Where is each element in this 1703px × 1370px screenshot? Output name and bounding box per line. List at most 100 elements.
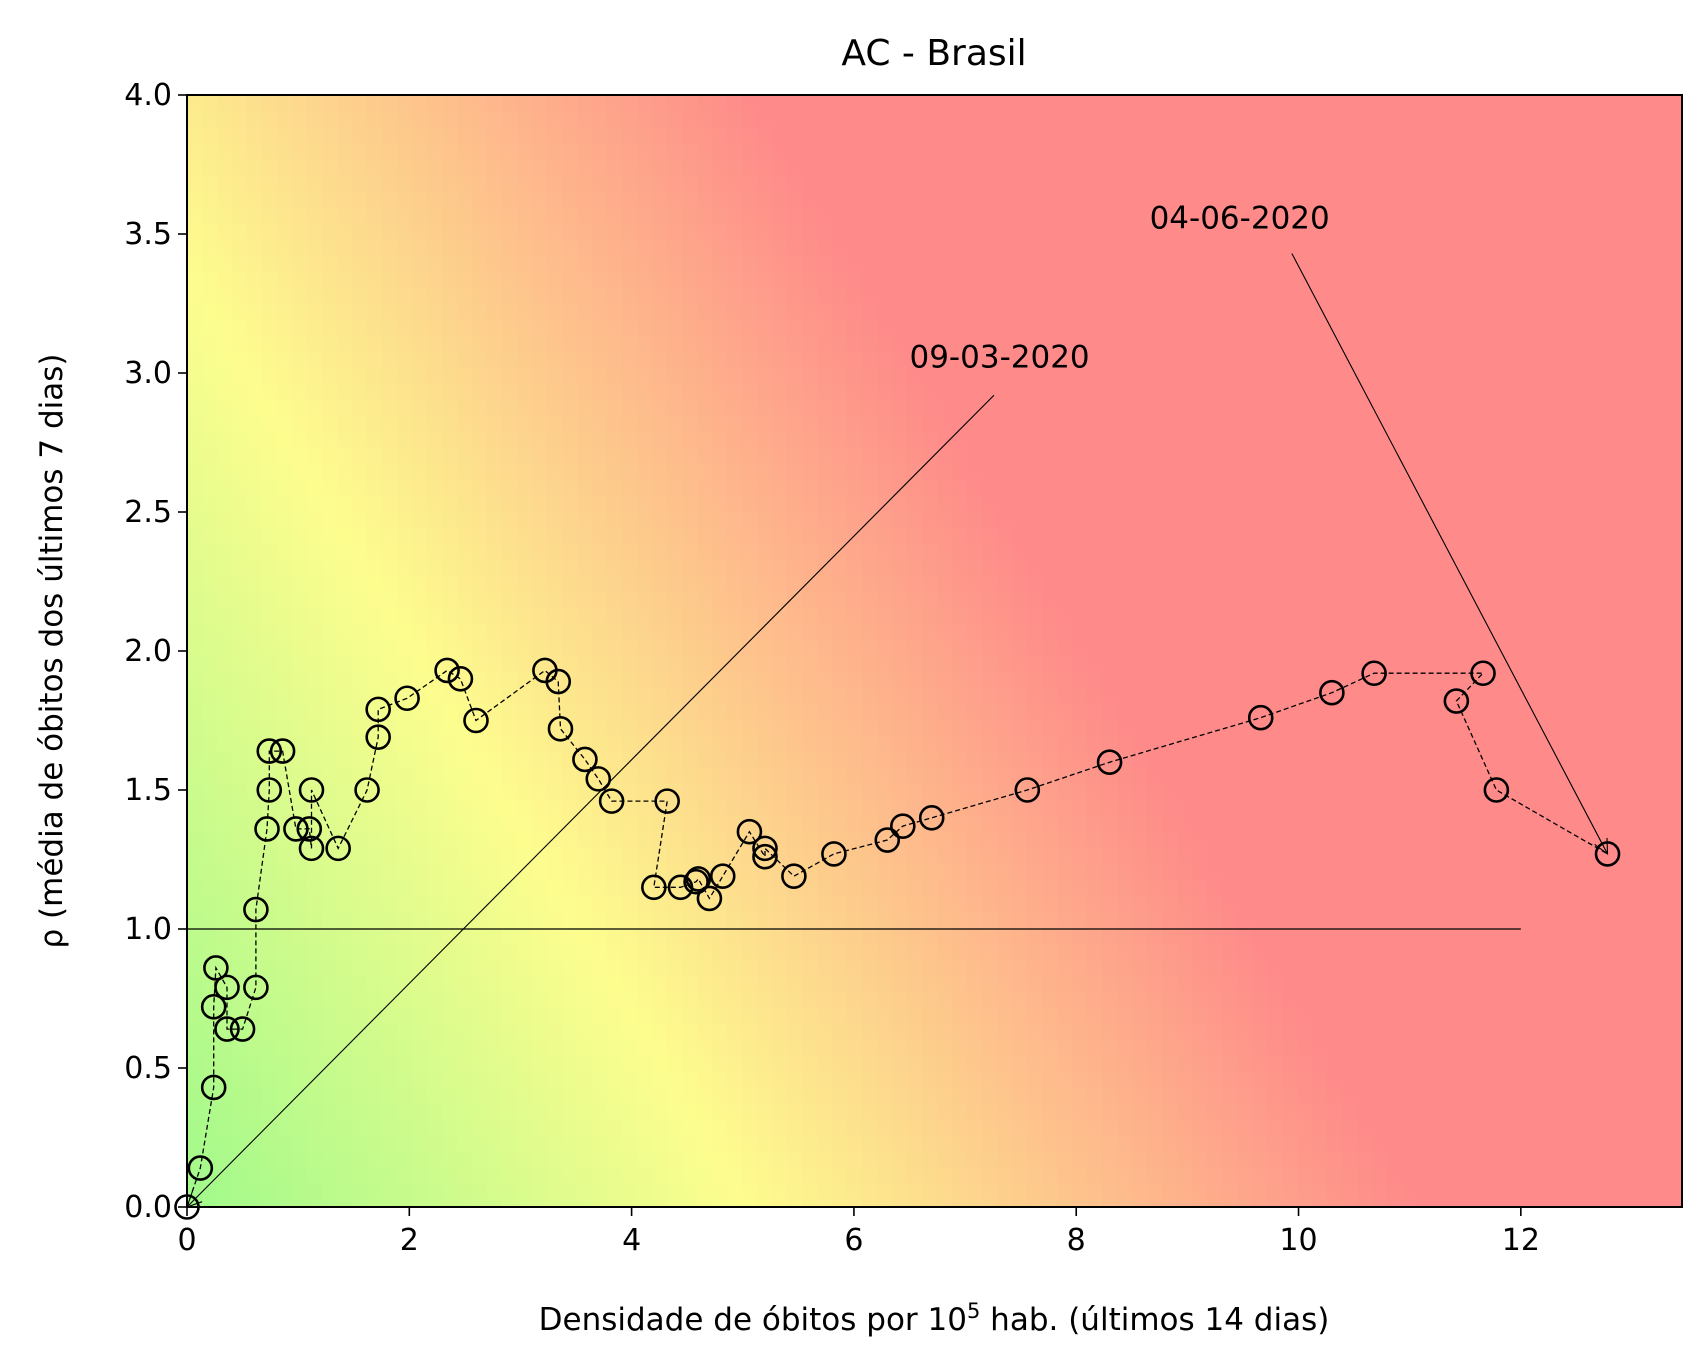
background-cell <box>1282 655 1298 672</box>
background-cell <box>502 783 518 800</box>
background-cell <box>937 879 953 896</box>
background-cell <box>1087 367 1103 384</box>
background-cell <box>322 239 338 256</box>
background-cell <box>562 143 578 160</box>
background-cell <box>1612 543 1628 560</box>
background-cell <box>1222 863 1238 880</box>
background-cell <box>1147 831 1163 848</box>
background-cell <box>442 495 458 512</box>
background-cell <box>337 591 353 608</box>
background-cell <box>262 239 278 256</box>
background-cell <box>457 415 473 432</box>
background-cell <box>292 431 308 448</box>
background-cell <box>1282 575 1298 592</box>
background-cell <box>367 799 383 816</box>
background-cell <box>1297 271 1313 288</box>
background-cell <box>247 879 263 896</box>
background-cell <box>1222 543 1238 560</box>
background-cell <box>667 511 683 528</box>
background-cell <box>1462 239 1478 256</box>
background-cell <box>652 543 668 560</box>
background-cell <box>1462 175 1478 192</box>
background-cell <box>1642 159 1658 176</box>
background-cell <box>1417 399 1433 416</box>
background-cell <box>577 207 593 224</box>
background-cell <box>742 607 758 624</box>
background-cell <box>682 271 698 288</box>
background-cell <box>832 223 848 240</box>
background-cell <box>1117 591 1133 608</box>
background-cell <box>247 671 263 688</box>
background-cell <box>232 143 248 160</box>
background-cell <box>217 607 233 624</box>
background-cell <box>1297 815 1313 832</box>
background-cell <box>877 527 893 544</box>
background-cell <box>277 511 293 528</box>
background-cell <box>352 655 368 672</box>
background-cell <box>277 127 293 144</box>
background-cell <box>1117 879 1133 896</box>
background-cell <box>742 207 758 224</box>
background-cell <box>772 799 788 816</box>
background-cell <box>862 879 878 896</box>
background-cell <box>847 799 863 816</box>
background-cell <box>1552 639 1568 656</box>
background-cell <box>1192 527 1208 544</box>
background-cell <box>427 511 443 528</box>
background-cell <box>1522 319 1538 336</box>
background-cell <box>922 751 938 768</box>
background-cell <box>397 415 413 432</box>
background-cell <box>1237 479 1253 496</box>
background-cell <box>1582 559 1598 576</box>
background-cell <box>1222 511 1238 528</box>
background-cell <box>1627 783 1643 800</box>
background-cell <box>592 351 608 368</box>
background-cell <box>637 319 653 336</box>
background-cell <box>697 303 713 320</box>
background-cell <box>952 623 968 640</box>
background-cell <box>892 815 908 832</box>
background-cell <box>1522 511 1538 528</box>
background-cell <box>607 863 623 880</box>
background-cell <box>1522 607 1538 624</box>
background-cell <box>1222 735 1238 752</box>
background-cell <box>1282 639 1298 656</box>
background-cell <box>1177 559 1193 576</box>
background-cell <box>562 319 578 336</box>
background-cell <box>682 799 698 816</box>
background-cell <box>592 175 608 192</box>
background-cell <box>682 687 698 704</box>
background-cell <box>187 607 203 624</box>
background-cell <box>907 399 923 416</box>
background-cell <box>712 703 728 720</box>
background-cell <box>337 191 353 208</box>
background-cell <box>892 367 908 384</box>
background-cell <box>1252 415 1268 432</box>
background-cell <box>892 607 908 624</box>
background-cell <box>1387 847 1403 864</box>
background-cell <box>1027 95 1043 112</box>
background-cell <box>1672 207 1682 224</box>
background-cell <box>952 495 968 512</box>
background-cell <box>337 479 353 496</box>
background-cell <box>1612 815 1628 832</box>
background-cell <box>1072 95 1088 112</box>
background-cell <box>742 799 758 816</box>
background-cell <box>1582 255 1598 272</box>
background-cell <box>1552 175 1568 192</box>
background-cell <box>517 175 533 192</box>
background-cell <box>727 591 743 608</box>
background-cell <box>1672 735 1682 752</box>
background-cell <box>652 511 668 528</box>
background-cell <box>1582 383 1598 400</box>
background-cell <box>1507 863 1523 880</box>
background-cell <box>877 271 893 288</box>
background-cell <box>1072 367 1088 384</box>
background-cell <box>847 351 863 368</box>
background-cell <box>472 255 488 272</box>
background-cell <box>442 815 458 832</box>
background-cell <box>292 799 308 816</box>
background-cell <box>457 431 473 448</box>
background-cell <box>1642 639 1658 656</box>
background-cell <box>442 127 458 144</box>
